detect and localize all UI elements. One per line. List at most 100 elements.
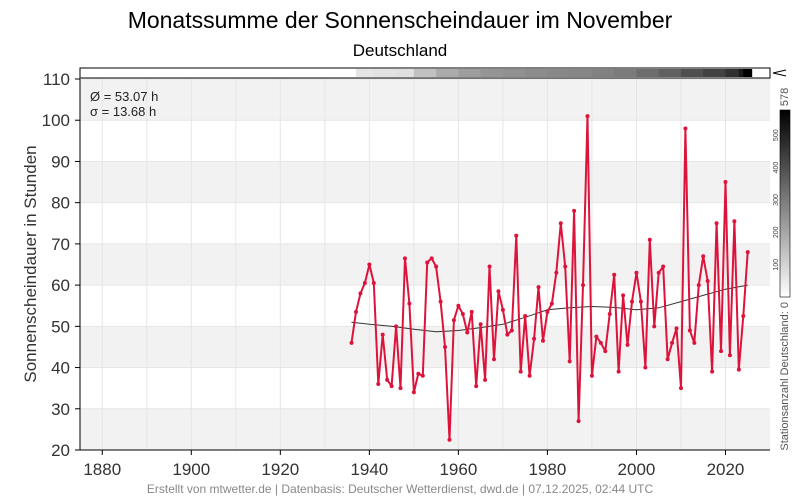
station-strip-cell: [747, 69, 753, 77]
data-point: [603, 349, 608, 354]
data-point: [594, 334, 599, 339]
data-point: [549, 301, 554, 306]
data-point: [447, 437, 452, 442]
data-point: [411, 390, 416, 395]
data-point: [576, 419, 581, 424]
data-point: [505, 332, 510, 337]
data-point: [429, 256, 434, 261]
data-point: [514, 233, 519, 238]
data-point: [460, 311, 465, 316]
station-strip-cell: [525, 69, 548, 77]
station-strip-cell: [480, 69, 504, 77]
station-strip-cell: [703, 69, 726, 77]
data-point: [652, 324, 657, 329]
data-point: [545, 309, 550, 314]
station-strip-cell: [436, 69, 459, 77]
strip-pointer-icon: [772, 69, 787, 77]
data-point: [487, 264, 492, 269]
data-point: [509, 328, 514, 333]
data-point: [581, 283, 586, 288]
data-point: [674, 326, 679, 331]
data-point: [407, 301, 412, 306]
y-tick-label: 40: [51, 359, 70, 378]
y-tick-label: 80: [51, 194, 70, 213]
data-point: [554, 270, 559, 275]
data-point: [536, 285, 541, 290]
data-point: [478, 322, 483, 327]
station-strip-cell: [738, 69, 744, 77]
data-point: [585, 114, 590, 119]
station-strip-cell: [458, 69, 482, 77]
data-point: [696, 283, 701, 288]
data-point: [634, 270, 639, 275]
data-point: [643, 365, 648, 370]
data-point: [362, 281, 367, 286]
data-point: [683, 126, 688, 131]
data-point: [567, 359, 572, 364]
y-tick-label: 50: [51, 317, 70, 336]
data-point: [398, 386, 403, 391]
x-tick-label: 1940: [350, 460, 388, 479]
sd-stat: σ = 13.68 h: [90, 104, 156, 119]
data-point: [598, 340, 603, 345]
colorbar-tick-label: 400: [773, 162, 780, 174]
station-count-label: Stationsanzahl Deutschland: 0: [779, 302, 791, 451]
station-strip-cell: [373, 69, 397, 77]
data-point: [705, 278, 710, 283]
series-line: [350, 115, 749, 441]
chart-subtitle: Deutschland: [353, 41, 448, 60]
station-strip-cell: [547, 69, 571, 77]
station-strip-cell: [502, 69, 526, 77]
data-point: [358, 291, 363, 296]
data-point: [656, 270, 661, 275]
y-tick-label: 70: [51, 235, 70, 254]
colorbar-max-label: 578: [779, 88, 791, 106]
data-point: [670, 340, 675, 345]
data-point: [736, 367, 741, 372]
data-point: [518, 369, 523, 374]
data-point: [607, 311, 612, 316]
data-point: [558, 221, 563, 226]
y-tick-label: 110: [43, 70, 70, 89]
data-point: [456, 303, 461, 308]
y-tick-label: 30: [51, 400, 70, 419]
data-point: [523, 314, 528, 319]
data-point: [638, 299, 643, 304]
data-point: [710, 369, 715, 374]
data-point: [380, 332, 385, 337]
data-point: [465, 330, 470, 335]
data-point: [723, 180, 728, 185]
grid-band: [80, 79, 770, 121]
data-point: [443, 344, 448, 349]
x-tick-label: 1900: [172, 460, 210, 479]
data-point: [563, 264, 568, 269]
data-point: [687, 328, 692, 333]
data-point: [527, 373, 532, 378]
data-point: [389, 384, 394, 389]
data-point: [719, 349, 724, 354]
x-tick-label: 1920: [261, 460, 299, 479]
y-tick-label: 90: [51, 152, 70, 171]
data-point: [714, 221, 719, 226]
data-point: [745, 250, 750, 255]
data-point: [385, 377, 390, 382]
data-point: [612, 272, 617, 277]
data-point: [438, 299, 443, 304]
data-point: [402, 256, 407, 261]
station-colorbar: 100 200 300 400 500 578 Stationsanzahl Deutsch…: [773, 88, 791, 451]
data-point: [532, 336, 537, 341]
station-strip-cell: [413, 69, 437, 77]
x-tick-label: 1880: [83, 460, 121, 479]
data-point: [647, 237, 652, 242]
y-tick-label: 60: [51, 276, 70, 295]
data-point: [630, 299, 634, 304]
data-point: [354, 309, 358, 314]
data-point: [616, 369, 621, 374]
station-strip-cell: [680, 69, 704, 77]
data-point: [371, 281, 376, 286]
data-point: [483, 377, 488, 382]
data-point: [474, 384, 479, 389]
footer-credit: Erstellt von mtwetter.de | Datenbasis: D…: [147, 482, 654, 496]
data-point: [434, 264, 439, 269]
